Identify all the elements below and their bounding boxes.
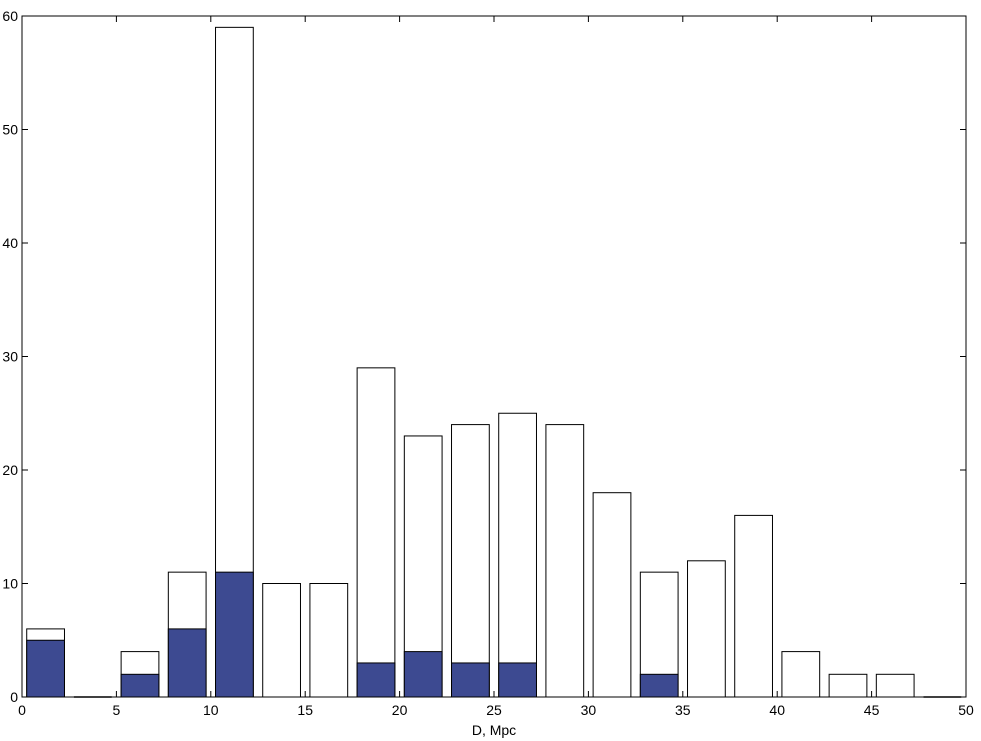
y-tick-label-5: 50 <box>2 122 18 138</box>
bar-series1-bin-3 <box>167 628 207 698</box>
bar-series0-bin-15 <box>734 514 773 698</box>
x-tick-label-1: 5 <box>113 702 121 718</box>
bar-series1-bin-13 <box>639 673 679 698</box>
bar-series1-bin-9 <box>451 662 490 698</box>
x-tick-label-9: 45 <box>864 702 880 718</box>
bar-series1-bin-0 <box>26 639 65 698</box>
bar-series0-bin-14 <box>687 560 726 698</box>
bar-series1-bin-2 <box>120 673 160 698</box>
x-tick-label-3: 15 <box>297 702 313 718</box>
bar-series0-bin-9 <box>451 424 490 698</box>
bar-series0-bin-7 <box>356 367 396 698</box>
y-tick-label-2: 20 <box>2 462 18 478</box>
bar-series1-bin-7 <box>356 662 396 698</box>
x-axis-label: D, Mpc <box>472 722 516 738</box>
bar-series0-bin-16 <box>781 651 821 698</box>
x-tick-label-0: 0 <box>18 702 26 718</box>
bar-series0-bin-11 <box>545 424 585 698</box>
bar-series0-bin-6 <box>309 583 349 698</box>
x-tick-label-10: 50 <box>958 702 974 718</box>
x-tick-label-5: 25 <box>486 702 502 718</box>
x-tick-label-6: 30 <box>581 702 597 718</box>
bar-series0-bin-10 <box>498 412 537 698</box>
tick-labels-layer: 0 5 10 15 20 25 30 35 40 45 50 0 10 20 30 40 50 60 <box>2 8 974 718</box>
x-tick-label-7: 35 <box>675 702 691 718</box>
bar-series0-bin-5 <box>262 583 301 698</box>
plot-frame <box>21 15 967 698</box>
bar-series0-bin-17 <box>828 673 868 698</box>
bar-series0-bin-12 <box>592 492 632 698</box>
y-tick-label-6: 60 <box>2 8 18 24</box>
y-tick-label-0: 0 <box>10 689 18 705</box>
x-tick-label-2: 10 <box>203 702 219 718</box>
x-tick-label-4: 20 <box>392 702 408 718</box>
x-tick-label-8: 40 <box>769 702 785 718</box>
bar-series1-bin-10 <box>498 662 537 698</box>
bars-layer <box>26 26 962 698</box>
bar-series1-bin-8 <box>403 651 443 698</box>
y-tick-label-3: 30 <box>2 349 18 365</box>
y-tick-label-4: 40 <box>2 235 18 251</box>
bar-series0-bin-18 <box>875 673 915 698</box>
bar-series1-bin-4 <box>215 571 254 698</box>
ticks-layer <box>21 15 967 698</box>
y-tick-label-1: 10 <box>2 576 18 592</box>
